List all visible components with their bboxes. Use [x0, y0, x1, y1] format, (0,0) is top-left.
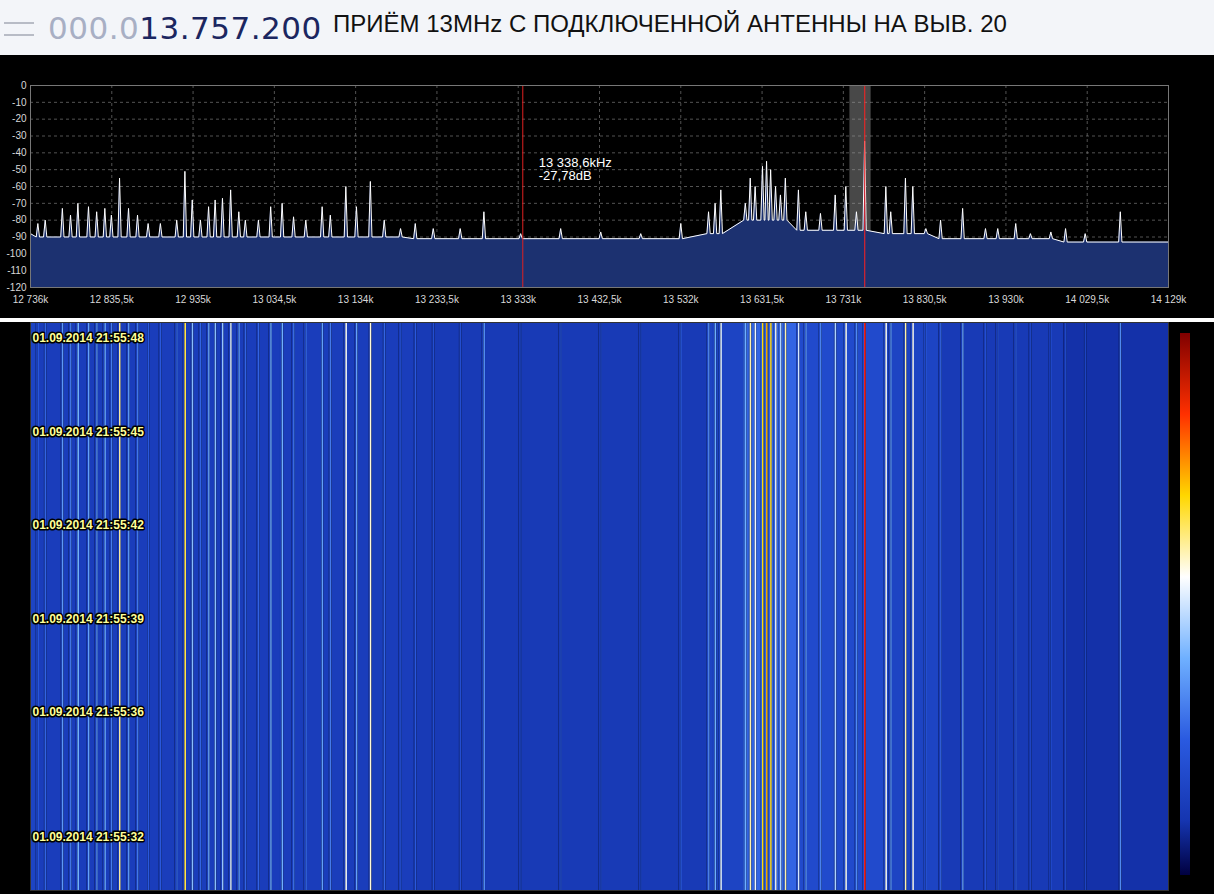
- svg-text:12 736k: 12 736k: [13, 294, 50, 305]
- svg-text:-120: -120: [6, 282, 26, 293]
- svg-text:13 532k: 13 532k: [663, 294, 700, 305]
- svg-text:-40: -40: [12, 147, 27, 158]
- svg-text:-80: -80: [12, 214, 27, 225]
- svg-text:01.09.2014 21:55:32: 01.09.2014 21:55:32: [33, 830, 145, 844]
- svg-text:13 731k: 13 731k: [826, 294, 863, 305]
- svg-text:-60: -60: [12, 181, 27, 192]
- svg-text:-20: -20: [12, 113, 27, 124]
- svg-text:-110: -110: [7, 265, 27, 276]
- svg-text:13 930k: 13 930k: [988, 294, 1025, 305]
- svg-text:-70: -70: [12, 198, 27, 209]
- svg-text:0: 0: [21, 80, 27, 91]
- svg-text:13 134k: 13 134k: [338, 294, 375, 305]
- svg-text:14 129k: 14 129k: [1151, 294, 1188, 305]
- svg-text:-100: -100: [6, 248, 26, 259]
- svg-text:-50: -50: [12, 164, 27, 175]
- svg-text:13 333k: 13 333k: [500, 294, 537, 305]
- svg-text:13 830,5k: 13 830,5k: [903, 294, 948, 305]
- svg-text:12 935k: 12 935k: [175, 294, 212, 305]
- svg-text:01.09.2014 21:55:45: 01.09.2014 21:55:45: [33, 425, 145, 439]
- svg-text:-10: -10: [12, 97, 27, 108]
- svg-text:-30: -30: [12, 130, 27, 141]
- svg-text:01.09.2014 21:55:36: 01.09.2014 21:55:36: [33, 705, 145, 719]
- svg-text:13 432,5k: 13 432,5k: [578, 294, 623, 305]
- svg-text:13 631,5k: 13 631,5k: [740, 294, 785, 305]
- svg-text:13 233,5k: 13 233,5k: [415, 294, 460, 305]
- svg-text:01.09.2014 21:55:39: 01.09.2014 21:55:39: [33, 612, 145, 626]
- svg-text:13 338,6kHz-27,78dB: 13 338,6kHz-27,78dB: [539, 155, 612, 183]
- svg-text:12 835,5k: 12 835,5k: [90, 294, 135, 305]
- svg-text:14 029,5k: 14 029,5k: [1065, 294, 1110, 305]
- svg-text:01.09.2014 21:55:48: 01.09.2014 21:55:48: [33, 331, 145, 345]
- svg-text:-90: -90: [12, 231, 27, 242]
- svg-text:01.09.2014 21:55:42: 01.09.2014 21:55:42: [33, 518, 145, 532]
- html-text:000.0 13.757.200 ПРИЁМ 13MHz С: 000.0 13.757.200 ПРИЁМ 13MHz С ПОДКЛЮЧЕН…: [48, 10, 1007, 46]
- svg-text:13 034,5k: 13 034,5k: [252, 294, 297, 305]
